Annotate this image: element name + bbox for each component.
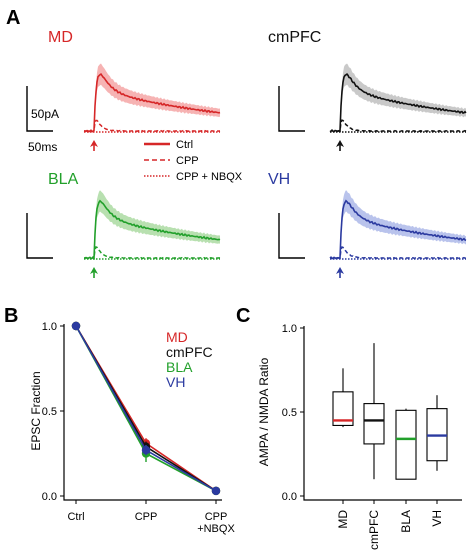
panel-b-letter: B [4, 305, 18, 327]
trace-group-cmpfc: cmPFC [268, 29, 467, 151]
condition-label-md: MD [48, 29, 73, 46]
panel-c-letter: C [236, 305, 250, 327]
legend-label-cpp: CPP [176, 155, 199, 167]
panel-c-ytick-label: 0.0 [282, 491, 297, 503]
trace-cpp-md [83, 119, 221, 133]
panel-b-xtick-label: CPP [135, 511, 158, 523]
trace-ctrl-vh [329, 199, 467, 260]
trace-sem-band-cmpfc [330, 63, 466, 133]
data-point-vh [71, 321, 81, 331]
condition-label-bla: BLA [48, 171, 79, 188]
stimulus-arrow-icon-vh [336, 267, 344, 274]
condition-label-vh: VH [268, 171, 290, 188]
panel-b-ytick-label: 0.5 [42, 406, 57, 418]
box-bla [395, 408, 417, 480]
panel-a-letter: A [6, 7, 20, 29]
panel-b-ytick-label: 0.0 [42, 491, 57, 503]
box-cmpfc [363, 343, 385, 480]
legend-series-md: MD [166, 329, 188, 345]
trace-cpp-cmpfc [329, 119, 467, 133]
stimulus-arrow-icon-md [90, 140, 98, 147]
panel-c-xtick-label-cmpfc: cmPFC [367, 510, 381, 550]
data-point-vh [211, 486, 221, 496]
trace-ctrl-cmpfc [329, 72, 467, 133]
stimulus-arrow-icon-cmpfc [336, 140, 344, 147]
trace-ctrl-bla [83, 199, 221, 260]
legend-label-ctrl: Ctrl [176, 139, 193, 151]
scale-bar-md [26, 86, 53, 132]
panel-c-xtick-label-md: MD [336, 510, 350, 529]
panel-b-axes [63, 324, 222, 501]
panel-c-y-axis-title: AMPA / NMDA Ratio [257, 357, 271, 466]
trace-cpp-vh [329, 246, 467, 260]
trace-sem-band-vh [330, 190, 466, 260]
panel-c-ytick-label: 1.0 [282, 323, 297, 335]
trace-group-md: MD [26, 29, 221, 151]
box-vh [426, 395, 448, 471]
trace-sem-band-md [84, 63, 220, 133]
trace-group-bla: BLA [26, 171, 221, 278]
data-point-vh [141, 445, 151, 455]
panel-a-traces: MD cmPFC BLA VH 50pA 50ms [26, 29, 467, 278]
panel-a-legend: Ctrl CPP CPP + NBQX [144, 139, 243, 183]
legend-series-bla: BLA [166, 359, 193, 375]
scale-bar-cmpfc [278, 86, 305, 132]
scale-bar-y-label: 50pA [31, 107, 59, 121]
condition-label-cmpfc: cmPFC [268, 29, 321, 46]
panel-c-xtick-label-vh: VH [430, 510, 444, 527]
panel-b-y-axis-title: EPSC Fraction [29, 371, 43, 450]
panel-b-chart: 0.0 0.5 1.0 Ctrl CPP CPP +NBQX EPSC Fraction MDc… [29, 321, 235, 535]
panel-b-xtick-label: Ctrl [67, 511, 84, 523]
trace-ctrl-md [83, 73, 221, 133]
scale-bar-bla [26, 213, 53, 259]
panel-c-ytick-label: 0.5 [282, 407, 297, 419]
trace-group-vh: VH [268, 171, 467, 278]
legend-series-cmpfc: cmPFC [166, 344, 213, 360]
scale-bar-x-label: 50ms [28, 140, 57, 154]
trace-sem-band-bla [84, 190, 220, 260]
panel-b-ytick-label: 1.0 [42, 321, 57, 333]
scale-bar-vh [278, 213, 305, 259]
box-md [332, 368, 354, 428]
stimulus-arrow-icon-bla [90, 267, 98, 274]
panel-b-xtick-label: CPP +NBQX [197, 511, 235, 535]
trace-cpp-bla [83, 245, 221, 260]
legend-series-vh: VH [166, 374, 185, 390]
panel-c-xtick-label-bla: BLA [399, 510, 413, 533]
legend-label-cpp-nbqx: CPP + NBQX [176, 171, 243, 183]
panel-c-chart: 0.0 0.5 1.0 AMPA / NMDA Ratio MD cmPFC BLA VH [257, 323, 462, 550]
panel-c-axes [303, 326, 462, 501]
